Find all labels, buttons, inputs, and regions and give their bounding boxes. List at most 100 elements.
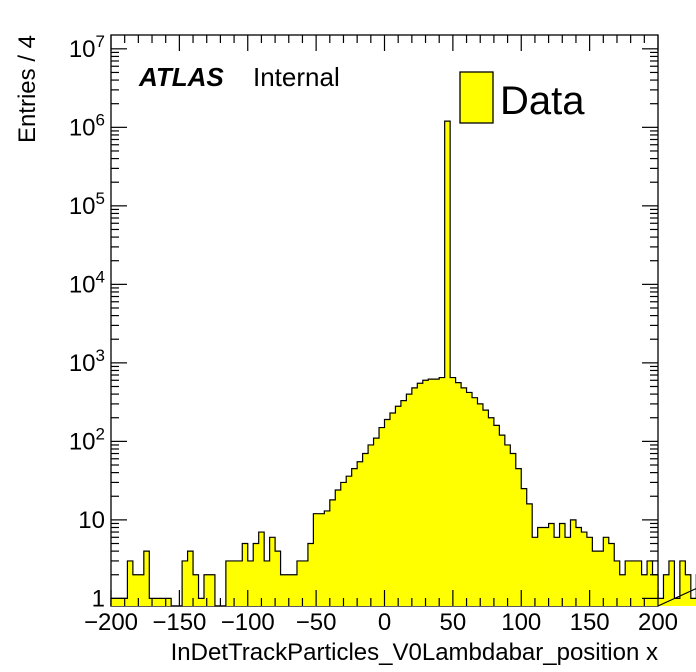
histogram-bin [247, 560, 254, 606]
histogram-bin [532, 537, 538, 606]
x-tick-label: 200 [638, 609, 678, 636]
histogram-bin [521, 488, 528, 606]
x-tick-label: 0 [378, 609, 391, 636]
histogram-bin [663, 574, 670, 606]
histogram-bin [450, 377, 456, 606]
histogram-bin [154, 598, 161, 606]
histogram-bin [548, 523, 555, 606]
histogram-bin [395, 406, 402, 606]
histogram-bin [187, 551, 194, 606]
histogram-bin [679, 560, 686, 606]
histogram-bin [182, 560, 188, 606]
histogram-bin [225, 560, 232, 606]
histogram-bin [499, 435, 506, 606]
x-tick-label: −200 [84, 609, 138, 636]
histogram-bin [619, 574, 626, 606]
histogram-bin [275, 551, 281, 606]
y-axis-title: Entries / 4 [14, 35, 41, 143]
histogram-bin [411, 387, 418, 606]
histogram-bin [526, 503, 533, 606]
histogram-bin [641, 574, 648, 606]
histogram-bin [482, 410, 489, 606]
histogram-bin [307, 543, 314, 606]
histogram-bin [581, 532, 588, 606]
histogram-bin [264, 560, 270, 606]
histogram-bin [543, 527, 549, 606]
histogram-bin [674, 598, 681, 606]
histogram-bin [160, 598, 166, 606]
histogram-bin [510, 453, 517, 606]
x-axis: −200 −150 −100 −50 0 50 100 150 200 [84, 35, 678, 636]
histogram-bin [685, 574, 692, 606]
histogram-bin [400, 400, 407, 606]
x-tick-label: 100 [501, 609, 541, 636]
y-tick-label: 1 [92, 585, 105, 612]
histogram-bin [379, 427, 385, 606]
y-tick-label: 102 [69, 424, 105, 455]
histogram-bin [143, 551, 150, 606]
x-tick-label: 150 [570, 609, 610, 636]
histogram-bin [165, 598, 172, 606]
histogram-bin [296, 560, 303, 606]
legend-swatch [459, 71, 494, 124]
histogram-bin [554, 537, 560, 606]
histogram-bin [428, 379, 435, 606]
histogram-bin [203, 574, 210, 606]
histogram-bin [537, 527, 544, 606]
x-tick-label: −50 [296, 609, 337, 636]
atlas-status-label: Internal [253, 62, 340, 92]
histogram-bin [384, 419, 391, 606]
histogram-bin [636, 560, 642, 606]
histogram-bin [455, 382, 462, 606]
histogram-bin [559, 523, 566, 606]
histogram-bin [231, 560, 238, 606]
histogram-bin [368, 444, 374, 606]
histogram-bin [592, 551, 599, 606]
histogram-bin [116, 598, 123, 606]
histogram-bin [515, 468, 522, 606]
histogram-bin [193, 574, 199, 606]
histogram-bin [280, 574, 287, 606]
y-axis: 1 10 102 103 104 105 106 107 [69, 32, 658, 612]
histogram-bin [198, 598, 205, 606]
histogram-bin [439, 377, 445, 606]
histogram-bin [597, 551, 604, 606]
histogram-bin [652, 574, 659, 606]
histogram-bin [575, 527, 582, 606]
histogram-bin [236, 560, 243, 606]
histogram-bin [302, 560, 309, 606]
histogram-bin [466, 392, 473, 606]
y-tick-label: 103 [69, 346, 105, 377]
histogram-bin [488, 417, 495, 606]
histogram-bin [291, 574, 298, 606]
histogram-bin [493, 425, 500, 606]
histogram-bin [335, 490, 342, 606]
histogram-bin [461, 387, 467, 606]
histogram-bin [313, 513, 320, 606]
histogram-bin [318, 513, 325, 606]
histogram-bin [340, 482, 347, 606]
histogram-bin [242, 543, 249, 606]
histogram-bin [286, 574, 292, 606]
histogram-bin [324, 510, 331, 606]
histogram-bin [351, 468, 358, 606]
histogram-bin [603, 537, 610, 606]
histogram-bars [110, 120, 696, 607]
histogram-bin [586, 537, 593, 606]
histogram-bin [565, 537, 571, 606]
histogram-bin [362, 453, 369, 606]
histogram-bin [570, 519, 577, 606]
histogram-bin [444, 121, 451, 607]
histogram-bin [258, 532, 265, 606]
histogram-bin [357, 461, 363, 606]
y-tick-label: 106 [69, 110, 105, 141]
histogram-outline [110, 120, 696, 607]
legend-label-data: Data [500, 79, 585, 123]
histogram-bin [111, 598, 117, 606]
histogram-bin [472, 397, 478, 606]
histogram-bin [608, 543, 615, 606]
histogram-bin [346, 476, 352, 606]
histogram-bin [477, 403, 484, 606]
histogram-bin [647, 560, 653, 606]
y-tick-label: 104 [69, 267, 105, 298]
